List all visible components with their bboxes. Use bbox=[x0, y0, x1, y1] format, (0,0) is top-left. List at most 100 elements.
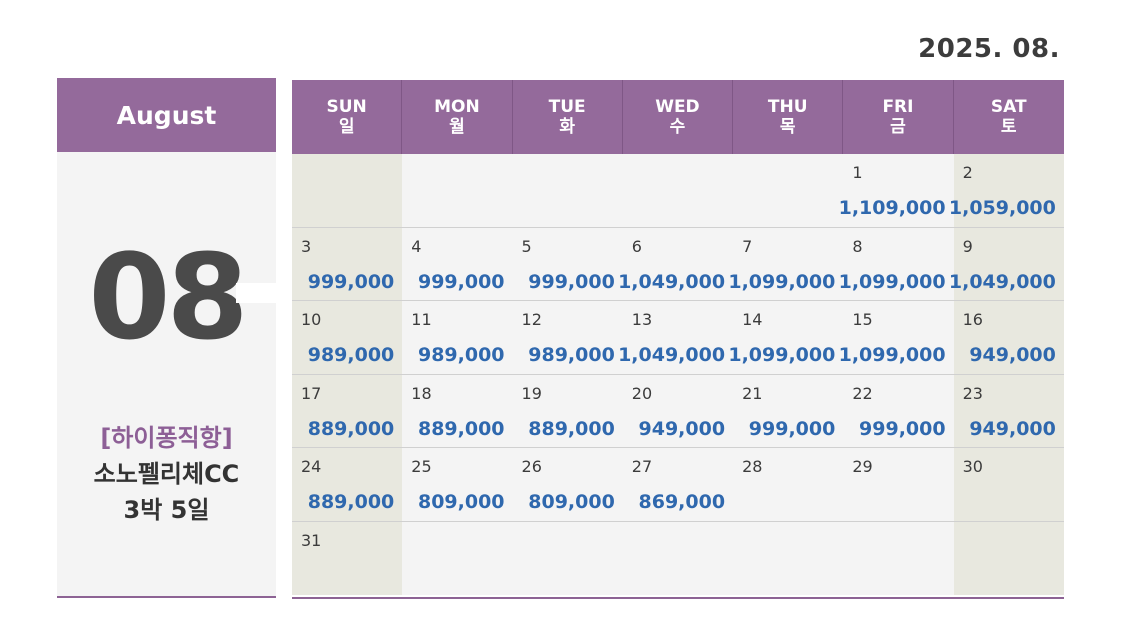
calendar-day-cell bbox=[402, 154, 513, 227]
year-month-label: 2025. 08. bbox=[918, 34, 1060, 64]
day-number: 30 bbox=[962, 457, 983, 476]
calendar-day-cell: 28 bbox=[733, 448, 844, 521]
weekday-header-sun: SUN 일 bbox=[292, 80, 403, 154]
day-number: 12 bbox=[521, 310, 542, 329]
weekday-ko: 수 bbox=[669, 117, 686, 137]
calendar-day-cell bbox=[733, 154, 844, 227]
day-price: 1,049,000 bbox=[618, 270, 726, 293]
weekday-ko: 일 bbox=[338, 117, 355, 137]
day-number: 5 bbox=[521, 236, 532, 256]
calendar-day-cell[interactable]: 1 1,109,000 bbox=[839, 154, 954, 227]
month-info-panel: August 08 [하이퐁직항] 소노펠리체CC 3박 5일 bbox=[57, 78, 276, 598]
day-price: 889,000 bbox=[528, 417, 615, 440]
calendar-day-cell[interactable]: 18 889,000 bbox=[402, 374, 513, 447]
calendar-week-row: 24 889,000 25 809,000 26 809,000 27 869,000 28 29… bbox=[292, 448, 1064, 522]
calendar-day-cell[interactable]: 27 869,000 bbox=[622, 448, 734, 521]
calendar-day-cell[interactable]: 13 1,049,000 bbox=[618, 301, 734, 374]
calendar-day-cell bbox=[512, 154, 623, 227]
day-number: 29 bbox=[852, 457, 873, 476]
calendar-day-cell bbox=[292, 154, 403, 227]
day-number: 31 bbox=[301, 530, 322, 550]
day-price: 949,000 bbox=[969, 344, 1056, 366]
calendar-day-cell[interactable]: 20 949,000 bbox=[622, 374, 734, 447]
weekday-en: TUE bbox=[548, 97, 586, 117]
calendar-day-cell[interactable]: 6 1,049,000 bbox=[618, 227, 734, 300]
day-number: 18 bbox=[411, 383, 432, 403]
day-number: 2 bbox=[962, 163, 973, 182]
calendar-day-cell[interactable]: 9 1,049,000 bbox=[949, 227, 1064, 300]
weekday-ko: 화 bbox=[559, 117, 575, 137]
weekday-en: SUN bbox=[326, 97, 367, 117]
day-price: 949,000 bbox=[969, 417, 1056, 440]
day-price: 999,000 bbox=[528, 270, 615, 293]
calendar-week-row: 10 989,000 11 989,000 12 989,000 13 1,049,000 14… bbox=[292, 301, 1064, 375]
calendar-week-row: 31 bbox=[292, 521, 1064, 595]
day-number: 28 bbox=[742, 457, 763, 476]
weekday-header-row: SUN 일 MON 월 TUE 화 WED 수 THU 목 FRI 금 SAT 토 bbox=[292, 80, 1064, 154]
calendar-day-cell[interactable]: 2 1,059,000 bbox=[949, 154, 1064, 227]
product-tag: [하이퐁직항] bbox=[100, 424, 233, 452]
day-number: 21 bbox=[742, 383, 763, 403]
day-number: 14 bbox=[742, 310, 763, 329]
day-number: 7 bbox=[742, 236, 753, 256]
calendar-day-cell[interactable]: 5 999,000 bbox=[512, 227, 623, 300]
calendar-day-cell[interactable]: 17 889,000 bbox=[292, 374, 403, 447]
day-price: 999,000 bbox=[307, 270, 395, 293]
weekday-header-mon: MON 월 bbox=[402, 80, 513, 154]
calendar-day-cell bbox=[843, 521, 954, 595]
calendar-day-cell[interactable]: 22 999,000 bbox=[843, 374, 954, 447]
calendar-day-cell[interactable]: 8 1,099,000 bbox=[839, 227, 954, 300]
panel-divider-notch bbox=[236, 283, 276, 303]
weekday-ko: 목 bbox=[779, 117, 796, 137]
product-name: 소노펠리체CC bbox=[93, 460, 240, 488]
day-number: 8 bbox=[852, 236, 863, 256]
day-price: 1,099,000 bbox=[838, 344, 946, 366]
day-number: 24 bbox=[301, 457, 322, 476]
calendar-day-cell[interactable]: 4 999,000 bbox=[402, 227, 513, 300]
calendar-day-cell[interactable]: 10 989,000 bbox=[292, 301, 403, 374]
day-price: 869,000 bbox=[638, 491, 726, 513]
day-price: 989,000 bbox=[528, 344, 615, 366]
calendar-week-row: 17 889,000 18 889,000 19 889,000 20 949,000 21 99… bbox=[292, 374, 1064, 448]
calendar-day-cell[interactable]: 3 999,000 bbox=[292, 227, 403, 300]
day-price: 889,000 bbox=[307, 491, 395, 513]
calendar-day-cell[interactable]: 12 989,000 bbox=[512, 301, 623, 374]
day-number: 9 bbox=[962, 236, 973, 256]
weekday-en: SAT bbox=[990, 97, 1027, 117]
calendar-day-cell[interactable]: 16 949,000 bbox=[953, 301, 1064, 374]
calendar-day-cell[interactable]: 21 999,000 bbox=[733, 374, 844, 447]
calendar-day-cell[interactable]: 7 1,099,000 bbox=[728, 227, 844, 300]
day-price: 999,000 bbox=[748, 417, 836, 440]
day-price: 1,109,000 bbox=[838, 197, 946, 219]
day-number: 20 bbox=[631, 383, 653, 403]
day-price: 1,049,000 bbox=[618, 344, 726, 366]
calendar-day-cell[interactable]: 15 1,099,000 bbox=[839, 301, 954, 374]
day-price: 1,049,000 bbox=[948, 270, 1056, 293]
calendar-weeks: 1 1,109,000 2 1,059,000 3 999,000 4 999,000 5 999… bbox=[292, 154, 1064, 595]
day-price: 809,000 bbox=[528, 491, 615, 513]
calendar-day-cell[interactable]: 25 809,000 bbox=[402, 448, 513, 521]
calendar-day-cell: 29 bbox=[843, 448, 954, 521]
day-number: 1 bbox=[852, 163, 863, 182]
calendar-day-cell[interactable]: 24 889,000 bbox=[292, 448, 403, 521]
day-number: 16 bbox=[962, 310, 983, 329]
calendar-day-cell[interactable]: 11 989,000 bbox=[402, 301, 513, 374]
calendar-day-cell[interactable]: 26 809,000 bbox=[512, 448, 623, 521]
day-number: 19 bbox=[521, 383, 542, 403]
day-price: 889,000 bbox=[307, 417, 395, 440]
day-number: 25 bbox=[411, 457, 432, 476]
day-price: 989,000 bbox=[307, 344, 395, 366]
day-number: 22 bbox=[852, 383, 873, 403]
day-price: 1,099,000 bbox=[728, 270, 836, 293]
day-number: 23 bbox=[962, 383, 983, 403]
product-duration: 3박 5일 bbox=[123, 496, 210, 524]
calendar-day-cell[interactable]: 23 949,000 bbox=[953, 374, 1064, 447]
calendar-day-cell[interactable]: 14 1,099,000 bbox=[728, 301, 844, 374]
day-number: 27 bbox=[631, 457, 653, 476]
month-name-header: August bbox=[57, 78, 276, 152]
calendar-day-cell[interactable]: 19 889,000 bbox=[512, 374, 623, 447]
weekday-en: THU bbox=[767, 97, 808, 117]
calendar-week-row: 3 999,000 4 999,000 5 999,000 6 1,049,000 7 1,099… bbox=[292, 227, 1064, 301]
weekday-ko: 금 bbox=[890, 117, 906, 137]
weekday-ko: 토 bbox=[1000, 117, 1017, 137]
